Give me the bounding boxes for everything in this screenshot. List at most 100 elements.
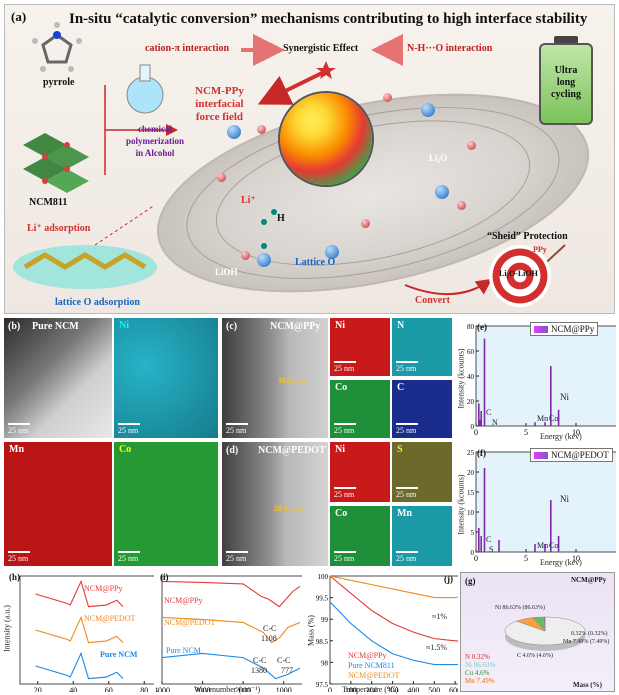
li-ion-2 bbox=[257, 125, 266, 134]
legend-ni: Ni 86.63% bbox=[465, 661, 496, 669]
x-tick-label: 500 bbox=[428, 686, 440, 692]
series-line bbox=[161, 580, 301, 608]
legend-e: NCM@PPy bbox=[530, 322, 599, 336]
x-tick-label: 80 bbox=[140, 686, 148, 692]
legend-f: NCM@PEDOT bbox=[530, 448, 613, 462]
e-peak-mn: Mn bbox=[537, 414, 549, 423]
map-mn-d: Mn 25 nm bbox=[392, 506, 452, 566]
j-series-ppy: NCM@PPy bbox=[348, 651, 387, 660]
y-tick-label: 5 bbox=[471, 529, 475, 537]
scale-bar: 25 nm bbox=[396, 361, 419, 373]
battery-cap bbox=[554, 36, 578, 44]
map-s-label: S bbox=[397, 444, 403, 455]
i-series-pure: Pure NCM bbox=[166, 646, 201, 655]
x-tick-label: 400 bbox=[407, 686, 419, 692]
schematic-arrows bbox=[13, 22, 566, 295]
legend-swatch bbox=[534, 326, 548, 334]
y-tick-label: 99.5 bbox=[316, 595, 329, 603]
li-ion-5 bbox=[361, 219, 370, 228]
g-footer: Mass (%) bbox=[573, 681, 602, 689]
x-tick-label: 10 bbox=[572, 428, 580, 437]
y-tick-label: 97.5 bbox=[316, 681, 329, 689]
i-ann-777: 777 bbox=[281, 666, 293, 675]
pie-legend: N 0.32% Ni 86.63% Cu 4.6% Mn 7.49% bbox=[465, 653, 495, 685]
e-peak-ni: Ni bbox=[560, 392, 569, 402]
y-tick-label: 20 bbox=[467, 469, 475, 477]
legend-e-text: NCM@PPy bbox=[551, 324, 595, 334]
y-tick-label: 25 bbox=[467, 449, 475, 457]
x-tick-label: 300 bbox=[387, 686, 399, 692]
map-mn-label: Mn bbox=[397, 508, 412, 519]
ppy-thickness: 10.5 nm bbox=[278, 376, 306, 385]
scale-bar: 25 nm bbox=[226, 551, 249, 563]
series-line bbox=[35, 615, 124, 644]
x-tick-label: 60 bbox=[105, 686, 113, 692]
scale-bar: 25 nm bbox=[118, 423, 141, 435]
x-tick-label: 0 bbox=[474, 428, 478, 437]
map-c-label: C bbox=[397, 382, 405, 393]
map-co-b: Co 25 nm bbox=[114, 442, 218, 566]
panel-g-title: NCM@PPy bbox=[571, 576, 607, 584]
pie-panel-g: (g) NCM@PPy Ni 86.63% (86.63%) C 4.6% (4… bbox=[460, 572, 615, 692]
tga-chart-j: 010020030040050060070097.59898.59999.510… bbox=[316, 573, 458, 692]
j-xlabel: Temperature (°C) bbox=[342, 685, 399, 694]
f-xlabel: Energy (kev) bbox=[540, 558, 582, 567]
x-tick-label: 3000 bbox=[195, 686, 211, 692]
li-ion-7 bbox=[241, 251, 250, 260]
plot-frame bbox=[19, 575, 154, 685]
scale-bar: 25 nm bbox=[118, 551, 141, 563]
y-tick-label: 15 bbox=[467, 489, 475, 497]
target-inner-label: Li₂O-LiOH bbox=[499, 269, 538, 278]
j-ann-1: ≈1% bbox=[432, 612, 448, 621]
tem-pure-ncm: (b) Pure NCM 25 nm bbox=[4, 318, 112, 438]
plot-frame bbox=[475, 325, 616, 427]
force-field-label: NCM-PPy interfacial force field bbox=[195, 85, 244, 123]
scale-bar: 25 nm bbox=[396, 423, 419, 435]
legend-swatch bbox=[534, 452, 548, 460]
o-atom-3 bbox=[435, 185, 449, 199]
series-line bbox=[329, 575, 458, 642]
o-atom-4 bbox=[257, 253, 271, 267]
map-co-label: Co bbox=[119, 444, 132, 455]
lattice-o-label: Lattice O bbox=[295, 257, 336, 268]
series-line bbox=[161, 652, 301, 680]
h-label: H bbox=[277, 213, 285, 224]
chem-poly-label: chemical polymerization in Alcohol bbox=[126, 124, 184, 158]
x-tick-label: 600 bbox=[449, 686, 458, 692]
g-slice-ni: Ni 86.63% (86.63%) bbox=[495, 605, 545, 611]
li-adsorption-label: Li⁺ adsorption bbox=[27, 223, 91, 234]
y-tick-label: 60 bbox=[467, 348, 475, 356]
h-atom-1 bbox=[261, 219, 267, 225]
series-line bbox=[161, 616, 301, 644]
f-peak-c: C bbox=[486, 535, 492, 544]
pedot-thickness: 20.1 nm bbox=[274, 504, 302, 513]
i-series-pedot: NCM@PEDOT bbox=[164, 618, 216, 627]
y-tick-label: 80 bbox=[467, 323, 475, 331]
j-ylabel: Mass (%) bbox=[306, 615, 316, 646]
x-tick-label: 100 bbox=[345, 686, 357, 692]
f-ylabel: Intensity (kcounts) bbox=[456, 474, 466, 535]
ncm811-label: NCM811 bbox=[29, 197, 68, 208]
y-tick-label: 0 bbox=[471, 549, 475, 557]
li-ion-4 bbox=[467, 141, 476, 150]
scale-bar: 25 nm bbox=[396, 551, 419, 563]
shield-label: “Sheid” Protection bbox=[487, 231, 568, 242]
map-ni-b: Ni 25 nm bbox=[114, 318, 218, 438]
y-tick-label: 100 bbox=[318, 573, 329, 581]
i-ann-cc-1: C-C bbox=[253, 656, 267, 665]
series-line bbox=[329, 575, 458, 599]
lattice-o-adsorption-label: lattice O adsorption bbox=[55, 297, 140, 308]
y-tick-label: 99 bbox=[321, 616, 329, 624]
plot-frame bbox=[475, 451, 616, 553]
x-tick-label: 0 bbox=[474, 554, 478, 563]
eds-chart-e: 051015020406080 bbox=[467, 323, 616, 437]
y-tick-label: 0 bbox=[471, 423, 475, 431]
x-tick-label: 4000 bbox=[156, 686, 170, 692]
i-xlabel: Wavenumber (cm⁻¹) bbox=[194, 685, 261, 694]
map-ni-label: Ni bbox=[335, 444, 345, 455]
map-n-c: N 25 nm bbox=[392, 318, 452, 376]
i-ann-cc-3: C-C bbox=[277, 656, 291, 665]
o-atom-5 bbox=[325, 245, 339, 259]
scale-bar: 25 nm bbox=[334, 361, 357, 373]
scale-bar: 25 nm bbox=[396, 487, 419, 499]
